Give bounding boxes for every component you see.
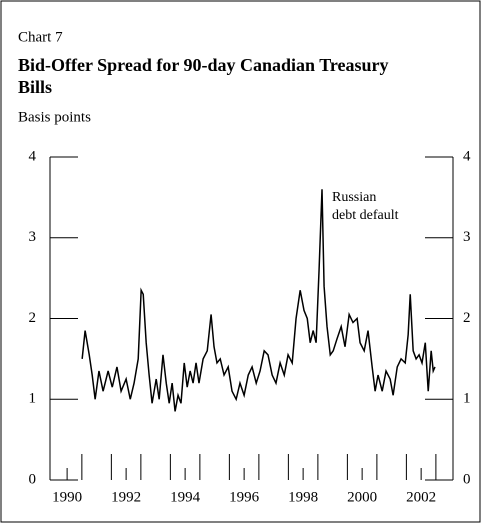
x-tick-label: 1998 bbox=[288, 489, 318, 505]
data-line bbox=[81, 189, 436, 412]
y2-tick-label: 1 bbox=[463, 391, 471, 407]
x-tick-label: 1996 bbox=[229, 489, 260, 505]
x-tick-label: 1990 bbox=[52, 489, 82, 505]
x-tick-label: 2000 bbox=[347, 489, 377, 505]
y2-tick-label: 0 bbox=[463, 471, 471, 487]
x-tick-label: 1992 bbox=[111, 489, 141, 505]
chart-title: Bills bbox=[18, 77, 52, 97]
y2-tick-label: 4 bbox=[463, 148, 471, 164]
y-tick-label: 2 bbox=[29, 310, 37, 326]
y2-tick-label: 2 bbox=[463, 310, 471, 326]
y-axis-label: Basis points bbox=[18, 109, 91, 125]
x-tick-label: 1994 bbox=[170, 489, 201, 505]
y2-tick-label: 3 bbox=[463, 229, 471, 245]
chart-title: Bid-Offer Spread for 90-day Canadian Tre… bbox=[18, 55, 389, 75]
y-tick-label: 3 bbox=[29, 229, 37, 245]
y-tick-label: 1 bbox=[29, 391, 37, 407]
x-tick-label: 2002 bbox=[406, 489, 436, 505]
chart-label: Chart 7 bbox=[18, 29, 63, 45]
y-tick-label: 4 bbox=[29, 148, 37, 164]
y-tick-label: 0 bbox=[29, 471, 37, 487]
annotation: Russian bbox=[332, 190, 376, 205]
annotation: debt default bbox=[332, 208, 399, 223]
